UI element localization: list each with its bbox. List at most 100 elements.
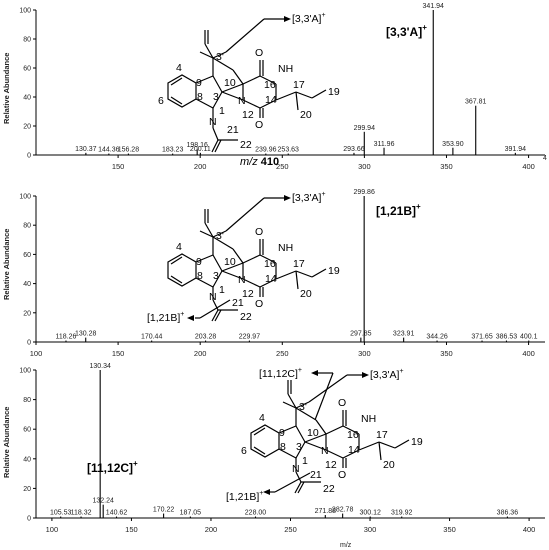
atom-o-top: O: [255, 47, 263, 59]
y-tick-label: 100: [19, 368, 31, 375]
y-tick-label: 40: [23, 281, 31, 288]
atom-label-16: 16: [264, 258, 276, 270]
y-tick-label: 20: [23, 310, 31, 317]
peak-label: 140.62: [106, 510, 128, 517]
spectrum-panel-3: Relative Abundance 0 20 40 60 80 100 100 150 200…: [2, 363, 545, 549]
atom-label-9: 9: [196, 256, 202, 268]
atom-label-10: 10: [307, 427, 319, 439]
x-tick-label: 350: [443, 525, 456, 534]
atom-label-1: 1: [219, 105, 225, 117]
atom-label-10: 10: [224, 77, 236, 89]
atom-label-16: 16: [347, 429, 359, 441]
x-tick-label: 400: [522, 162, 535, 171]
atom-label-3p: 3': [216, 51, 224, 63]
atom-label-6: 6: [241, 445, 247, 457]
y-tick-label: 60: [23, 427, 31, 434]
atom-label-12: 12: [242, 288, 254, 300]
molecule-structure: [250, 372, 410, 494]
peak-label: 130.37: [75, 146, 97, 153]
peak-label: 391.94: [505, 146, 527, 153]
x-tick-label: 100: [30, 349, 43, 358]
spectrum-panel-1: Relative Abundance 0 20 40 60 80 100 150 200 250…: [2, 3, 547, 171]
peak-label: 371.65: [471, 334, 493, 341]
x-tick-label: 300: [358, 349, 371, 358]
fragment-label-top-b: [3,3'A]+: [370, 368, 404, 381]
y-tick-label: 0: [27, 516, 31, 523]
atom-label-21: 21: [310, 469, 322, 481]
peak-label: 300.12: [360, 510, 382, 517]
x-axis-label: m/z: [340, 542, 352, 549]
fragment-annotation: [11,12C]+: [87, 459, 138, 475]
atom-nh: NH: [278, 63, 293, 75]
peak-label: 353.90: [442, 141, 464, 148]
molecule-structure: [167, 197, 327, 322]
peak-label: 271.88: [315, 508, 337, 515]
atom-n12: N: [321, 445, 329, 457]
atom-label-19: 19: [328, 86, 340, 98]
atom-o-bottom: O: [255, 119, 263, 131]
atom-label-22: 22: [240, 311, 252, 323]
x-tick-label: 150: [112, 162, 125, 171]
x-tick-label: 200: [194, 349, 207, 358]
atom-label-10: 10: [224, 256, 236, 268]
x-tick-label: 250: [284, 525, 297, 534]
peak-label: 118.26: [56, 334, 77, 341]
x-tick-label: 150: [112, 349, 125, 358]
peak-label: 282.78: [332, 507, 354, 514]
peak-label: 386.36: [497, 510, 519, 517]
y-tick-label: 0: [27, 340, 31, 347]
peak-label: 132.24: [92, 498, 114, 505]
atom-o-bottom: O: [255, 298, 263, 310]
x-tick-label: 100: [46, 525, 59, 534]
atom-label-20: 20: [300, 288, 312, 300]
mz-label: m/z 410: [240, 156, 279, 168]
atom-label-19: 19: [328, 265, 340, 277]
x-tick-label: 150: [125, 525, 138, 534]
peak-label: 187.05: [180, 510, 202, 517]
atom-o-top: O: [255, 226, 263, 238]
atom-label-21: 21: [232, 297, 244, 309]
peak-label: 299.94: [354, 125, 376, 132]
x-tick-label: 400: [523, 525, 536, 534]
atom-label-8: 8: [280, 441, 286, 453]
x-tick-label: 250: [276, 162, 289, 171]
peak-label: 228.00: [245, 510, 267, 517]
atom-label-8: 8: [197, 91, 203, 103]
peak-label: 367.81: [465, 99, 487, 106]
atom-label-14: 14: [348, 444, 360, 456]
atom-label-12: 12: [242, 109, 254, 121]
atom-label-3p: 3': [299, 401, 307, 413]
atom-label-1: 1: [302, 455, 308, 467]
peak-label: 198.16: [186, 142, 208, 149]
atom-label-19: 19: [411, 436, 423, 448]
peak-label: 386.53: [496, 334, 518, 341]
atom-label-17: 17: [376, 429, 388, 441]
molecule-structure: [167, 18, 327, 153]
fragment-label-left: [1,21B]+: [147, 311, 184, 324]
spectrum-panel-2: Relative Abundance 0 20 40 60 80 100 100 150 200…: [2, 189, 545, 358]
peak-label: 118.32: [71, 510, 92, 517]
atom-label-8: 8: [197, 270, 203, 282]
x-tick-label: 300: [358, 162, 371, 171]
y-tick-label: 40: [23, 456, 31, 463]
peak-label: 170.44: [141, 334, 163, 341]
atom-label-3p: 3': [216, 230, 224, 242]
x-tick-label: 200: [194, 162, 207, 171]
peak-label: 253.63: [278, 147, 300, 154]
y-tick-label: 80: [23, 223, 31, 230]
peak-label: 105.53: [50, 510, 72, 517]
peak-label: 156.28: [118, 147, 140, 154]
y-axis-label: Relative Abundance: [2, 407, 11, 478]
atom-label-4: 4: [176, 241, 182, 253]
x-tick-label: 200: [205, 525, 218, 534]
peak-label: 130.34: [89, 363, 111, 370]
x-tick-label: 350: [440, 162, 453, 171]
peak-label: 239.96: [255, 147, 277, 154]
atom-label-14: 14: [265, 273, 277, 285]
x-tick-label: 400: [522, 349, 535, 358]
atom-label-21: 21: [227, 124, 239, 136]
y-tick-label: 60: [23, 252, 31, 259]
atom-label-4: 4: [176, 62, 182, 74]
peak-label: 341.94: [423, 3, 445, 10]
